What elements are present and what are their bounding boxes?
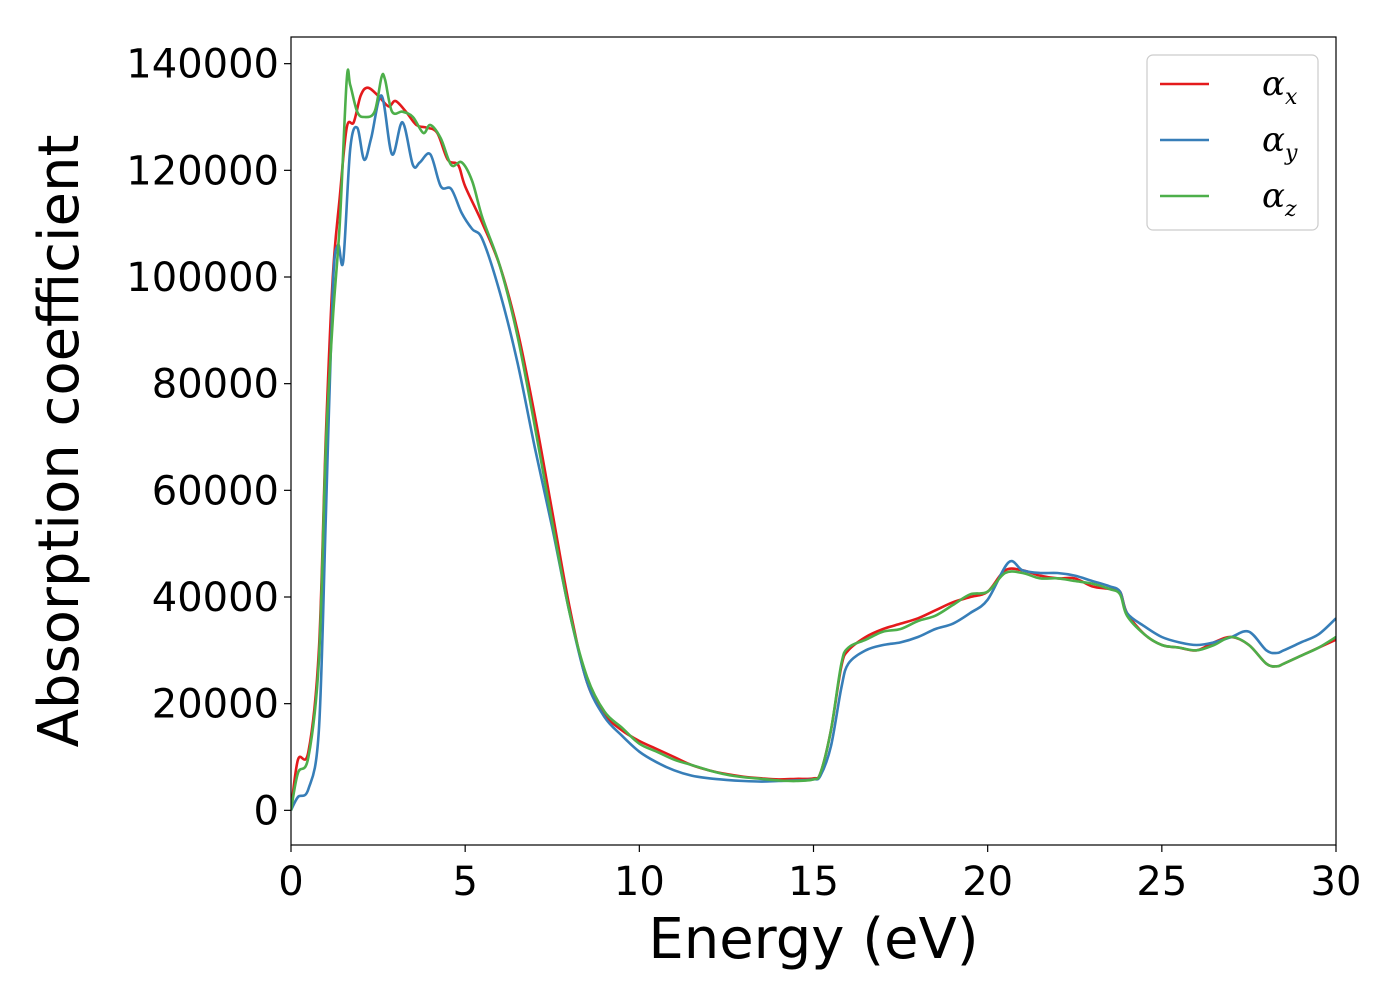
y-tick-label: 0: [254, 788, 279, 834]
y-tick-label: 60000: [152, 468, 279, 514]
y-axis-ticks: 0 20000 40000 60000 80000 100000 120000 140000: [126, 42, 291, 834]
y-tick-label: 80000: [152, 362, 279, 408]
y-tick-label: 100000: [126, 255, 279, 301]
x-tick-label: 5: [452, 859, 477, 905]
x-tick-label: 30: [1311, 859, 1362, 905]
x-axis-ticks: 0 5 10 15 20 25 30: [278, 845, 1361, 905]
x-tick-label: 0: [278, 859, 303, 905]
series-line-z: [291, 68, 1336, 811]
y-tick-label: 140000: [126, 42, 279, 88]
y-tick-label: 40000: [152, 575, 279, 621]
x-tick-label: 20: [962, 859, 1013, 905]
y-axis-title: Absorption coefficient: [27, 135, 92, 748]
y-tick-label: 20000: [152, 682, 279, 728]
legend-box: [1146, 54, 1319, 231]
x-tick-label: 25: [1136, 859, 1187, 905]
x-axis-title: Energy (eV): [648, 907, 978, 972]
x-tick-label: 15: [788, 859, 839, 905]
x-tick-label: 10: [614, 859, 665, 905]
y-tick-label: 120000: [126, 148, 279, 194]
plot-layer: [291, 68, 1336, 811]
